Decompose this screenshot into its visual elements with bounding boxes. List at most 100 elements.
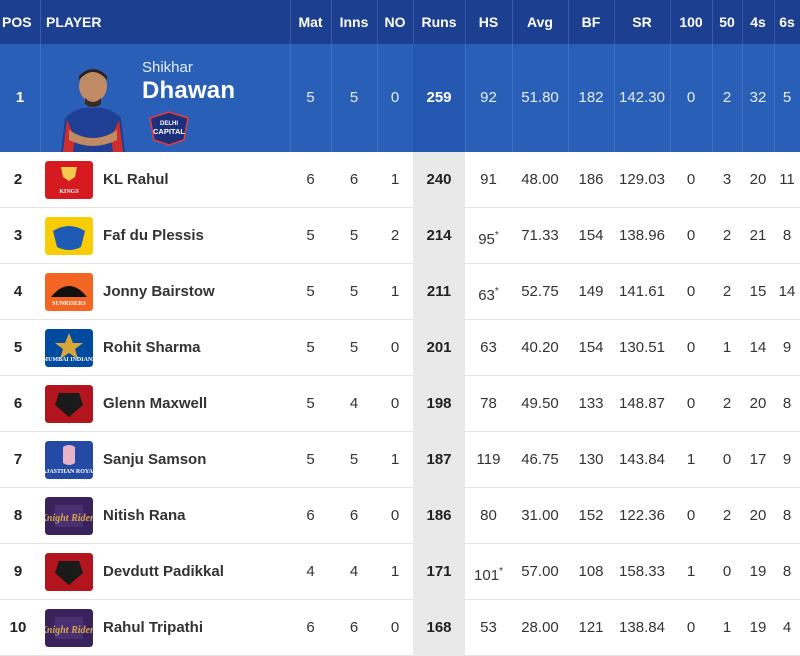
header-100[interactable]: 100 — [679, 14, 703, 30]
header-pos[interactable]: POS — [2, 14, 32, 30]
header-inns[interactable]: Inns — [339, 14, 369, 30]
row-inns: 5 — [349, 227, 359, 244]
row-100: 1 — [686, 563, 696, 580]
row-runs: 198 — [413, 376, 465, 432]
row-inns: 5 — [349, 339, 359, 356]
row-4s: 20 — [749, 507, 767, 524]
svg-text:DELHI: DELHI — [160, 121, 178, 127]
row-avg: 57.00 — [521, 563, 559, 580]
row-sr: 138.96 — [619, 227, 665, 244]
row-no: 0 — [390, 339, 400, 356]
player-name[interactable]: KL Rahul — [103, 171, 169, 188]
header-6s[interactable]: 6s — [779, 14, 795, 30]
row-50: 2 — [722, 283, 732, 300]
row-no: 1 — [390, 451, 400, 468]
player-name[interactable]: Rohit Sharma — [103, 339, 201, 356]
row-no: 0 — [390, 395, 400, 412]
header-avg[interactable]: Avg — [527, 14, 553, 30]
player-name[interactable]: Jonny Bairstow — [103, 283, 215, 300]
row-runs: 211 — [413, 264, 465, 320]
sunrisers-hyderabad-logo: SUNRISERS — [45, 273, 93, 311]
row-mat: 4 — [306, 563, 315, 580]
svg-text:CAPITAL: CAPITAL — [153, 127, 185, 136]
table-row[interactable]: 9 Devdutt Padikkal 4 4 1 171 101* 57.00 108 158.3… — [0, 544, 800, 600]
header-50[interactable]: 50 — [719, 14, 735, 30]
row-inns: 4 — [349, 563, 359, 580]
row-pos: 1 — [15, 89, 25, 106]
row-no: 0 — [390, 507, 400, 524]
row-runs: 214 — [413, 208, 465, 264]
table-row-leader[interactable]: 1 Shikhar Dhawan DELHI CAPITAL 5 5 0 259… — [0, 44, 800, 152]
row-pos: 10 — [9, 619, 27, 636]
table-row[interactable]: 2 KINGS KL Rahul 6 6 1 240 91 48.00 186 129.03 0 3 20… — [0, 152, 800, 208]
header-4s[interactable]: 4s — [750, 14, 766, 30]
row-pos: 3 — [13, 227, 23, 244]
player-name[interactable]: Rahul Tripathi — [103, 619, 204, 636]
row-inns: 6 — [349, 171, 359, 188]
svg-text:RAJASTHAN ROYALS: RAJASTHAN ROYALS — [45, 469, 93, 475]
kolkata-knight-riders-logo: Knight Riders — [45, 609, 93, 647]
player-name[interactable]: Glenn Maxwell — [103, 395, 208, 412]
row-avg: 28.00 — [521, 619, 559, 636]
row-4s: 14 — [749, 339, 767, 356]
table-row[interactable]: 3 Faf du Plessis 5 5 2 214 95* 71.33 154 138.96 0 2… — [0, 208, 800, 264]
row-6s: 4 — [782, 619, 792, 636]
player-name[interactable]: Nitish Rana — [103, 507, 186, 524]
not-out-marker: * — [494, 286, 499, 297]
not-out-marker: * — [494, 230, 499, 241]
player-last-name[interactable]: Dhawan — [142, 77, 236, 104]
delhi-capitals-logo: DELHI CAPITAL — [149, 111, 189, 146]
royal-challengers-logo — [45, 553, 93, 591]
royal-challengers-logo — [45, 385, 93, 423]
header-no[interactable]: NO — [384, 14, 406, 30]
table-row[interactable]: 8Knight RidersNitish Rana6601868031.0015… — [0, 488, 800, 544]
svg-text:MUMBAI INDIANS: MUMBAI INDIANS — [45, 357, 93, 363]
row-100: 1 — [686, 451, 696, 468]
player-name[interactable]: Devdutt Padikkal — [103, 563, 224, 580]
player-first-name: Shikhar — [142, 59, 193, 76]
header-mat[interactable]: Mat — [298, 14, 323, 30]
table-row[interactable]: 10Knight RidersRahul Tripathi6601685328.… — [0, 600, 800, 656]
row-6s: 9 — [782, 339, 792, 356]
row-50: 2 — [722, 227, 732, 244]
row-100: 0 — [686, 227, 696, 244]
header-player[interactable]: PLAYER — [46, 14, 102, 30]
table-row[interactable]: 5 MUMBAI INDIANS Rohit Sharma 5 5 0 201 63 40.20… — [0, 320, 800, 376]
header-sr[interactable]: SR — [632, 14, 652, 30]
row-hs: 78 — [480, 395, 497, 412]
mumbai-indians-logo: MUMBAI INDIANS — [45, 329, 93, 367]
player-name[interactable]: Sanju Samson — [103, 451, 207, 468]
row-pos: 7 — [13, 451, 23, 468]
row-4s: 20 — [749, 171, 767, 188]
row-50: 2 — [722, 395, 732, 412]
row-inns: 6 — [349, 507, 359, 524]
row-6s: 8 — [782, 395, 792, 412]
row-pos: 8 — [13, 507, 23, 524]
row-bf: 130 — [578, 451, 604, 468]
row-runs: 186 — [413, 488, 465, 544]
punjab-kings-logo: KINGS — [45, 161, 93, 199]
row-sr: 142.30 — [619, 89, 665, 106]
row-sr: 130.51 — [619, 339, 665, 356]
row-100: 0 — [686, 619, 696, 636]
header-hs[interactable]: HS — [478, 14, 499, 30]
table-row[interactable]: 6 Glenn Maxwell 5 4 0 198 78 49.50 133 148.87 0 2 20… — [0, 376, 800, 432]
row-mat: 6 — [306, 171, 315, 188]
row-4s: 21 — [749, 227, 767, 244]
row-50: 2 — [722, 89, 732, 106]
row-mat: 5 — [306, 283, 315, 300]
row-mat: 5 — [306, 395, 315, 412]
table-row[interactable]: 7 RAJASTHAN ROYALS Sanju Samson 5 5 1 187 119 46… — [0, 432, 800, 488]
header-runs[interactable]: Runs — [421, 14, 457, 30]
player-name[interactable]: Faf du Plessis — [103, 227, 204, 244]
row-bf: 152 — [578, 507, 604, 524]
row-sr: 143.84 — [619, 451, 665, 468]
row-mat: 5 — [306, 89, 315, 106]
header-bf[interactable]: BF — [581, 14, 601, 30]
row-no: 1 — [390, 563, 400, 580]
row-50: 0 — [722, 451, 732, 468]
table-header: POS PLAYER Mat Inns NO Runs HS Avg BF SR… — [0, 0, 800, 44]
svg-text:KINGS: KINGS — [59, 189, 79, 195]
table-row[interactable]: 4 SUNRISERS Jonny Bairstow 5 5 1 211 63* 52.75 14… — [0, 264, 800, 320]
